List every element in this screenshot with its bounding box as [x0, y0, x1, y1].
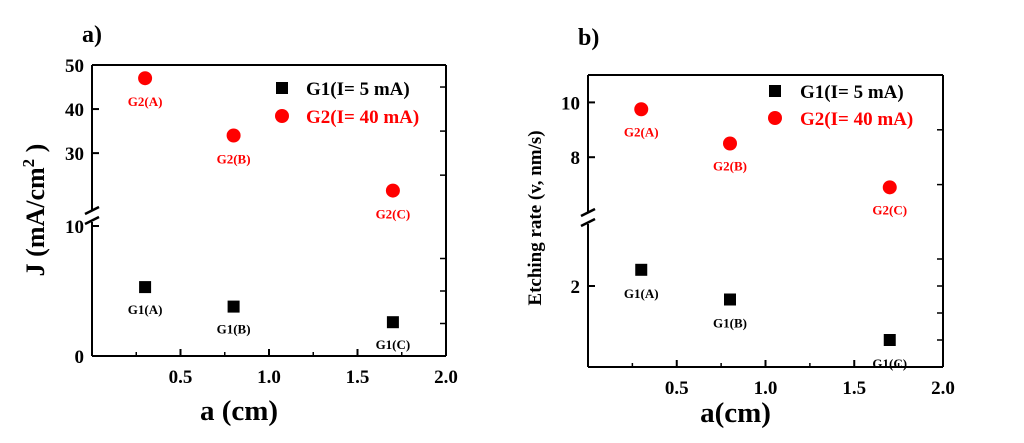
data-point-g2: [226, 128, 241, 143]
data-point-g1: [724, 293, 736, 306]
x-axis-label: a (cm): [200, 395, 278, 427]
y-axis-label-main: J (mA/cm: [21, 167, 50, 276]
data-point-g2: [385, 183, 400, 198]
data-point-label: G1(C): [376, 337, 411, 352]
legend-marker-square: [769, 85, 781, 97]
data-point-g1: [139, 281, 152, 294]
axis-break-mark: [84, 215, 100, 226]
data-point-label: G1(A): [128, 302, 163, 317]
y-axis-label: J (mA/cm2 ): [19, 144, 50, 277]
y-axis-label-end: ): [21, 144, 50, 159]
data-point-label: G2(C): [376, 207, 411, 222]
panel-b: 0.5 1.0 1.5 2.0 2 8 10 b) a(cm) Etching rate (v, …: [525, 25, 955, 429]
data-point-g1: [635, 263, 648, 276]
y-tick-label: 30: [65, 144, 84, 165]
panel-a: 0.5 1.0 1.5 2.0 0 10 30 40 50 a) a (cm) J (mA/cm2 )…: [19, 22, 458, 427]
data-point-label: G1(B): [217, 322, 251, 337]
x-tick-label: 2.0: [434, 367, 458, 388]
legend-marker-square: [276, 82, 288, 94]
legend-marker-circle: [275, 109, 289, 123]
data-point-label: G2(A): [624, 124, 659, 139]
data-point-g2: [634, 102, 649, 117]
y-tick-label: 40: [65, 100, 84, 121]
data-point-g2: [723, 136, 737, 151]
axis-break-mark: [580, 207, 596, 218]
y-tick-label: 2: [571, 277, 581, 298]
x-tick-label: 1.0: [754, 378, 778, 399]
legend-entry: G2(I= 40 mA): [306, 107, 419, 128]
x-tick-label: 1.5: [346, 367, 370, 388]
y-tick-label: 0: [75, 347, 85, 368]
axis-break-mark: [84, 205, 100, 216]
x-tick-label: 1.0: [257, 367, 281, 388]
x-tick-label: 1.5: [842, 378, 866, 399]
legend-marker-circle: [768, 111, 782, 125]
y-axis-label: Etching rate (v, nm/s): [525, 130, 546, 305]
axis-break-mark: [580, 217, 596, 228]
data-point-label: G2(B): [713, 159, 747, 174]
x-axis-label: a(cm): [700, 397, 771, 429]
data-point-label: G1(A): [624, 286, 659, 301]
y-axis-label-superscript: 2: [19, 159, 38, 168]
data-point-g1: [386, 316, 399, 329]
data-point-label: G2(A): [128, 94, 163, 109]
data-point-g1: [883, 334, 896, 346]
y-tick-label: 8: [571, 148, 581, 169]
data-point-label: G2(B): [217, 152, 251, 167]
data-point-g2: [138, 71, 153, 86]
y-tick-label: 50: [65, 56, 84, 77]
panel-label: b): [578, 25, 599, 51]
data-point-g1: [227, 300, 240, 313]
data-point-g2: [882, 180, 897, 195]
y-tick-label: 10: [561, 93, 580, 114]
y-tick-label: 10: [65, 217, 84, 238]
data-point-label: G1(B): [713, 316, 747, 331]
x-tick-label: 0.5: [169, 367, 193, 388]
legend-entry: G1(I= 5 mA): [306, 79, 410, 100]
legend-entry: G1(I= 5 mA): [800, 82, 904, 103]
data-point-label: G2(C): [872, 202, 907, 217]
legend-entry: G2(I= 40 mA): [800, 109, 913, 130]
x-tick-label: 2.0: [931, 378, 955, 399]
x-tick-label: 0.5: [665, 378, 689, 399]
data-point-label: G1(C): [872, 356, 907, 371]
panel-label: a): [82, 22, 102, 48]
